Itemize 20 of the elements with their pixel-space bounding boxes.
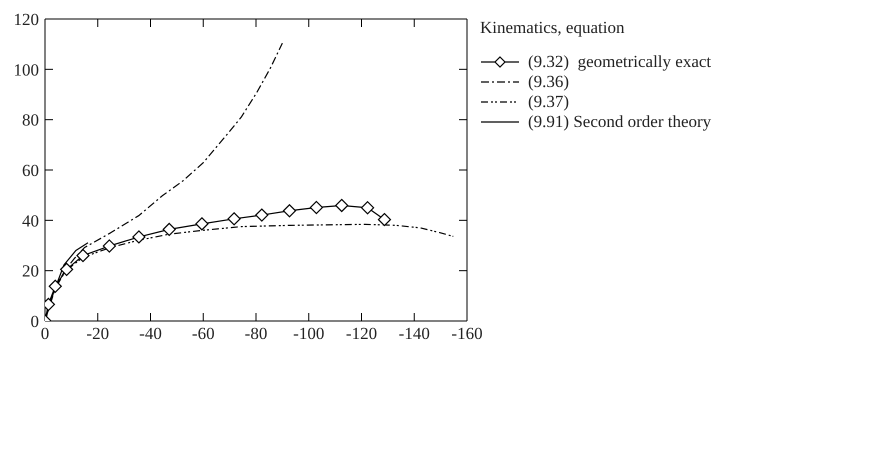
x-tick-label: -120 xyxy=(346,324,378,344)
y-tick-label: 100 xyxy=(14,60,39,80)
x-tick-label: -20 xyxy=(86,324,110,344)
y-tick-label: 120 xyxy=(14,10,39,30)
legend-label: (9.32) geometrically exact xyxy=(528,52,712,72)
x-tick-label: -80 xyxy=(244,324,268,344)
legend-title: Kinematics, equation xyxy=(480,18,626,38)
x-tick-label: -60 xyxy=(192,324,215,344)
x-tick-label: -140 xyxy=(398,324,430,344)
y-tick-label: 40 xyxy=(22,211,39,230)
legend-label: (9.36) xyxy=(528,72,570,92)
x-tick-label: -40 xyxy=(139,324,162,344)
legend-label: (9.37) xyxy=(528,92,570,112)
x-tick-label: -100 xyxy=(293,324,324,344)
legend-label: (9.91) Second order theory xyxy=(528,112,712,132)
y-tick-label: 60 xyxy=(22,161,39,180)
y-tick-label: 20 xyxy=(22,262,39,281)
y-tick-label: 80 xyxy=(22,110,39,130)
x-tick-label: -160 xyxy=(451,324,483,344)
y-tick-label: 0 xyxy=(30,312,39,332)
